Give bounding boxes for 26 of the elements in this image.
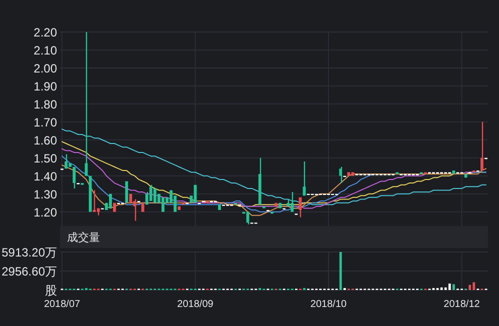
y-tick-label: 2.00 [34, 61, 58, 76]
y-tick-label: 2.20 [34, 26, 58, 40]
bar [452, 284, 455, 290]
y-tick-label: 1.80 [34, 97, 58, 112]
bar [468, 284, 472, 290]
y-tick-label: 2.10 [34, 43, 58, 58]
x-tick-label: 2018/10 [310, 299, 348, 310]
y-tick-label: 1.70 [34, 115, 58, 130]
bar [339, 252, 342, 290]
y-tick-label: 1.20 [34, 205, 58, 220]
y-tick-label: 股 [45, 284, 57, 298]
bar [440, 287, 443, 290]
bar [444, 287, 447, 290]
y-tick-label: 2956.60万 [2, 264, 57, 278]
y-tick-label: 1.90 [34, 79, 58, 94]
y-tick-label: 1.40 [34, 169, 58, 184]
chart-title: 成交量 [67, 231, 100, 244]
bar [448, 284, 451, 290]
y-tick-label: 1.30 [34, 187, 58, 202]
bar [472, 282, 476, 290]
y-tick-label: 1.50 [34, 151, 58, 166]
y-tick-label: 1.60 [34, 133, 58, 148]
x-tick-label: 2018/12 [444, 299, 480, 310]
x-tick-label: 2018/07 [44, 299, 81, 310]
x-tick-label: 2018/09 [177, 299, 214, 310]
y-tick-label: 5913.20万 [2, 246, 57, 260]
